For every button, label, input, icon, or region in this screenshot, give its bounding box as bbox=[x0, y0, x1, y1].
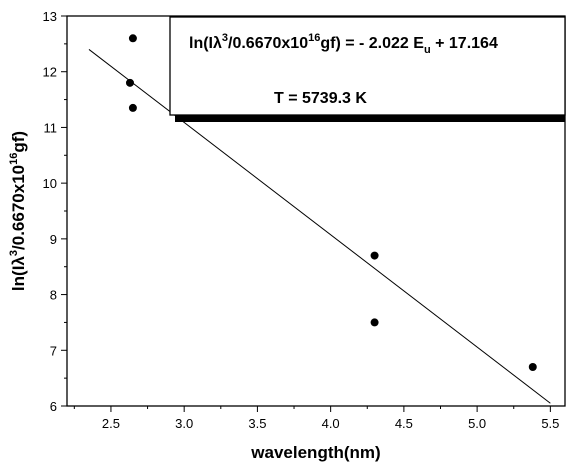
data-point bbox=[128, 34, 137, 43]
y-axis-title: ln(Iλ3/0.6670x1016gf) bbox=[8, 131, 28, 291]
data-point bbox=[370, 318, 379, 327]
x-axis-title: wavelength(nm) bbox=[250, 443, 380, 462]
x-tick-label: 5.0 bbox=[468, 416, 486, 431]
data-point bbox=[370, 251, 379, 260]
y-tick-label: 11 bbox=[44, 120, 58, 135]
data-points bbox=[125, 34, 537, 371]
fit-equation: ln(Iλ3/0.6670x1016gf) = - 2.022 Eu + 17.… bbox=[189, 32, 498, 56]
y-tick-label: 6 bbox=[50, 399, 57, 414]
x-tick-label: 3.5 bbox=[248, 416, 266, 431]
x-tick-label: 4.0 bbox=[322, 416, 340, 431]
temperature-label: T = 5739.3 K bbox=[274, 90, 367, 107]
x-tick-label: 5.5 bbox=[541, 416, 559, 431]
y-tick-label: 12 bbox=[43, 65, 57, 80]
fit-annotation-box: ln(Iλ3/0.6670x1016gf) = - 2.022 Eu + 17.… bbox=[169, 16, 566, 122]
x-tick-label: 3.0 bbox=[175, 416, 193, 431]
y-tick-label: 8 bbox=[50, 288, 57, 303]
x-axis: 2.5 3.0 3.5 4.0 4.5 5.0 5.5 bbox=[73, 406, 559, 431]
fit-line bbox=[88, 49, 551, 404]
annotation-box bbox=[169, 16, 566, 116]
y-axis: 6 7 8 9 10 11 12 13 bbox=[43, 9, 67, 414]
y-tick-label: 13 bbox=[43, 9, 57, 24]
x-tick-label: 2.5 bbox=[102, 416, 120, 431]
y-tick-label: 10 bbox=[43, 176, 57, 191]
data-point bbox=[528, 363, 537, 371]
data-point bbox=[125, 78, 134, 87]
x-tick-label: 4.5 bbox=[395, 416, 413, 431]
data-point bbox=[128, 103, 137, 112]
y-tick-label: 9 bbox=[50, 232, 57, 247]
y-tick-label: 7 bbox=[50, 343, 57, 358]
